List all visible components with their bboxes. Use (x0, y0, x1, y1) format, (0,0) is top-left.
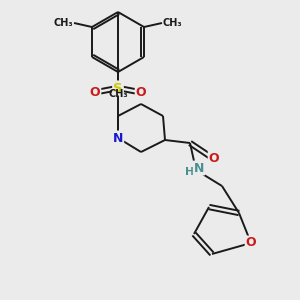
Text: N: N (194, 161, 204, 175)
Text: CH₃: CH₃ (163, 18, 183, 28)
Text: O: O (246, 236, 256, 250)
Text: CH₃: CH₃ (53, 18, 73, 28)
Text: S: S (113, 82, 123, 94)
Text: O: O (209, 152, 219, 164)
Text: CH₃: CH₃ (108, 89, 128, 99)
Text: N: N (113, 131, 123, 145)
Text: O: O (136, 85, 146, 98)
Text: H: H (185, 167, 195, 177)
Text: O: O (90, 85, 100, 98)
